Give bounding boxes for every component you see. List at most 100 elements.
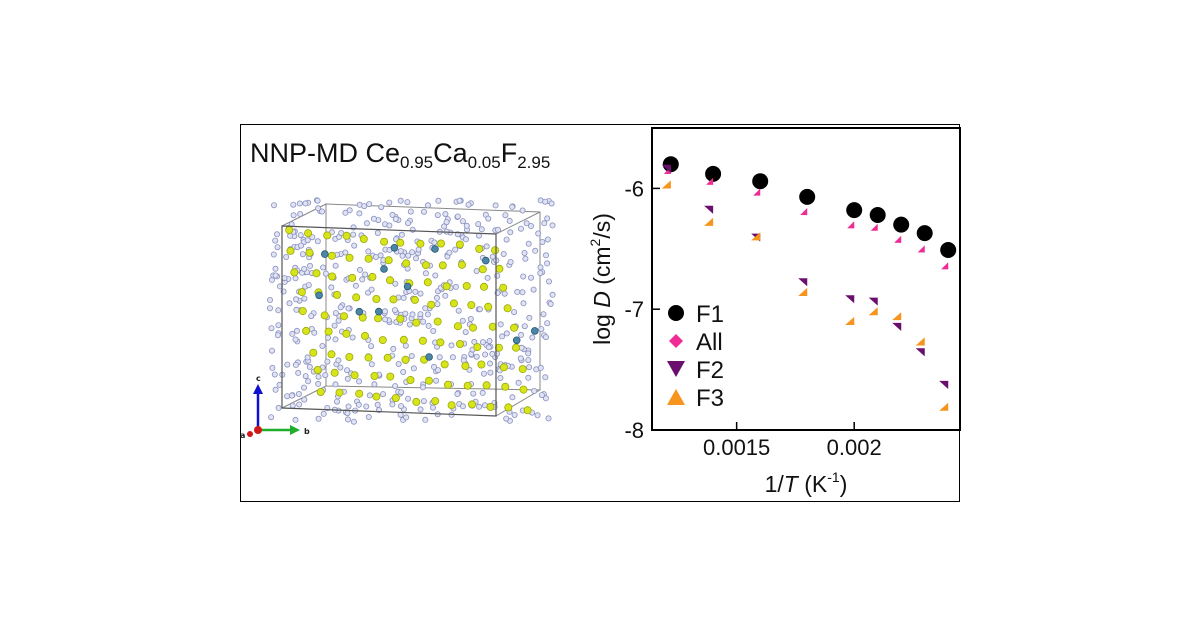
cerium-atom [290,268,299,277]
fluorine-atom [506,217,513,224]
cerium-atom [431,397,440,406]
cerium-atom [342,231,351,240]
fluorine-atom [494,272,501,279]
fluorine-atom [390,345,397,352]
fluorine-atom [433,294,440,301]
fluorine-atom [417,290,424,297]
fluorine-atom [315,205,322,212]
cerium-atom [305,248,314,257]
fluorine-atom [389,211,396,218]
fluorine-atom [320,264,327,271]
fluorine-atom [542,374,549,381]
fluorine-atom [470,390,477,397]
cerium-atom [298,307,307,316]
calcium-atom [315,291,323,300]
cerium-atom [494,343,503,352]
cerium-atom [479,282,488,291]
point-f3 [892,312,902,321]
series-f1 [662,156,957,258]
fluorine-atom [270,251,277,258]
calcium-atom [512,336,521,345]
fluorine-atom [544,260,551,267]
cerium-atom [423,278,432,287]
x-tick-label: 0.002 [827,435,882,460]
fluorine-atom [509,394,516,401]
fluorine-atom [272,265,279,272]
fluorine-atom [290,201,297,208]
fluorine-atom [292,336,299,343]
cerium-atom [345,253,354,262]
fluorine-atom [417,406,424,413]
fluorine-atom [433,377,440,384]
fluorine-atom [365,248,372,255]
fluorine-atom [314,197,321,204]
fluorine-atom [407,208,414,215]
fluorine-atom [366,201,373,208]
fluorine-atom [405,252,412,259]
cerium-atom [463,381,472,390]
fluorine-atom [511,309,518,316]
cerium-atom [345,352,354,361]
fluorine-atom [484,274,491,281]
fluorine-atom [290,212,297,219]
fluorine-atom [409,311,416,318]
fluorine-atom [503,415,510,422]
fluorine-atom [293,296,300,303]
point-all [847,221,855,229]
fluorine-atom [296,401,303,408]
cerium-atom [285,226,294,235]
fluorine-atom [462,329,469,336]
point-f3 [751,232,761,241]
a-axis-dot [254,426,262,434]
fluorine-atom [402,342,409,349]
point-all [706,177,714,185]
cerium-atom [519,385,528,394]
cerium-atom [372,392,381,401]
fluorine-atom [528,274,535,281]
fluorine-atom [355,401,362,408]
fluorine-atom [525,240,532,247]
point-f3 [939,402,949,411]
fluorine-atom [475,221,482,228]
point-all [941,262,949,270]
plot-frame [651,127,961,431]
cerium-atom [391,393,400,402]
fluorine-atom [419,384,426,391]
fluorine-atom [314,238,321,245]
crystal-structure-image [266,197,556,425]
cerium-atom [484,302,493,311]
fluorine-atom [363,220,370,227]
fluorine-atom [430,363,437,370]
fluorine-atom [271,371,278,378]
legend-marker-f2 [667,361,685,377]
legend-label-all: All [696,329,723,356]
cerium-atom [368,272,377,281]
fluorine-atom [538,392,545,399]
fluorine-atom [452,246,459,253]
cerium-atom [406,375,415,384]
cerium-atom [374,314,383,323]
fluorine-atom [410,365,417,372]
fluorine-atom [547,300,554,307]
fluorine-atom [441,223,448,230]
fluorine-atom [476,306,483,313]
fluorine-atom [332,336,339,343]
legend-marker-f1 [668,305,684,321]
fluorine-atom [273,231,280,238]
fluorine-atom [455,307,462,314]
fluorine-atom [301,295,308,302]
fluorine-atom [543,252,550,259]
cerium-atom [418,336,427,345]
fluorine-atom [275,307,282,314]
fluorine-atom [497,321,504,328]
point-f3 [868,307,878,316]
fluorine-atom [459,403,466,410]
cerium-atom [352,293,361,302]
fluorine-atom [473,353,480,360]
fluorine-atom [430,327,437,334]
calcium-atom [390,244,399,252]
cerium-atom [327,350,336,359]
fluorine-atom [306,363,313,370]
cerium-atom [473,343,482,352]
